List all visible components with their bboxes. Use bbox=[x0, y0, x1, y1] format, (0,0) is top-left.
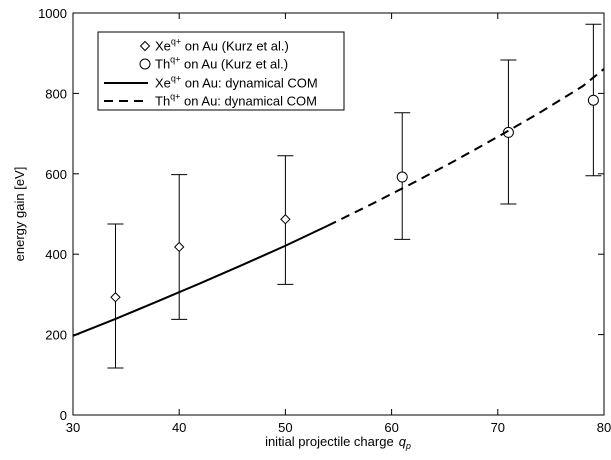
x-tick-label: 30 bbox=[66, 420, 80, 435]
legend-marker bbox=[139, 40, 151, 52]
series-1 bbox=[394, 23, 602, 240]
legend-marker bbox=[139, 58, 151, 70]
x-axis-label-subscript: p bbox=[405, 441, 411, 451]
y-tick-label: 200 bbox=[45, 328, 67, 343]
legend-entry-text: on Au (Kurz et al.) bbox=[181, 39, 289, 54]
series-line bbox=[327, 68, 605, 227]
legend-entry-ion: Xe bbox=[155, 76, 171, 91]
x-tick-label: 40 bbox=[172, 420, 186, 435]
legend-entry-charge: q+ bbox=[171, 74, 181, 84]
legend-box bbox=[97, 31, 345, 111]
data-point bbox=[502, 126, 514, 138]
data-point bbox=[110, 292, 121, 303]
data-point bbox=[587, 94, 599, 106]
y-tick-label: 800 bbox=[45, 86, 67, 101]
legend-entry: Thq+ on Au: dynamical COM bbox=[155, 92, 317, 109]
legend-entry-text: on Au (Kurz et al.) bbox=[180, 57, 288, 72]
x-tick-label: 70 bbox=[491, 420, 505, 435]
y-axis-label: energy gain [eV] bbox=[12, 167, 27, 262]
y-tick-label: 1000 bbox=[38, 6, 67, 21]
series-layer bbox=[72, 23, 605, 369]
y-tick-label: 600 bbox=[45, 167, 67, 182]
x-tick-label: 80 bbox=[597, 420, 611, 435]
legend-entry: Thq+ on Au (Kurz et al.) bbox=[155, 55, 288, 72]
data-point bbox=[396, 171, 408, 183]
x-axis-label-symbol: q bbox=[399, 434, 407, 449]
legend: Xeq+ on Au (Kurz et al.)Thq+ on Au (Kurz… bbox=[97, 31, 345, 111]
legend-entry-charge: q+ bbox=[170, 92, 180, 102]
x-axis-label-text: initial projectile charge bbox=[265, 434, 394, 449]
data-point bbox=[173, 241, 185, 253]
legend-entry: Xeq+ on Au: dynamical COM bbox=[155, 74, 318, 91]
series-2 bbox=[72, 224, 329, 337]
x-axis-label: initial projectile charge qp bbox=[265, 434, 411, 451]
y-tick-label: 0 bbox=[60, 408, 67, 423]
plot-frame bbox=[72, 12, 605, 416]
legend-entry-ion: Th bbox=[155, 57, 170, 72]
x-tick-label: 60 bbox=[384, 420, 398, 435]
series-0 bbox=[107, 155, 294, 369]
legend-entry-charge: q+ bbox=[171, 37, 181, 47]
series-3 bbox=[327, 68, 605, 227]
legend-entry-ion: Xe bbox=[155, 39, 171, 54]
data-point bbox=[280, 214, 291, 225]
legend-entry-charge: q+ bbox=[170, 55, 180, 65]
x-tick-label: 50 bbox=[278, 420, 292, 435]
legend-entry: Xeq+ on Au (Kurz et al.) bbox=[155, 37, 289, 54]
legend-entry-text: on Au: dynamical COM bbox=[180, 94, 317, 109]
series-line bbox=[72, 224, 329, 337]
y-tick-label: 400 bbox=[45, 247, 67, 262]
legend-entry-text: on Au: dynamical COM bbox=[181, 76, 318, 91]
legend-entry-ion: Th bbox=[155, 94, 170, 109]
